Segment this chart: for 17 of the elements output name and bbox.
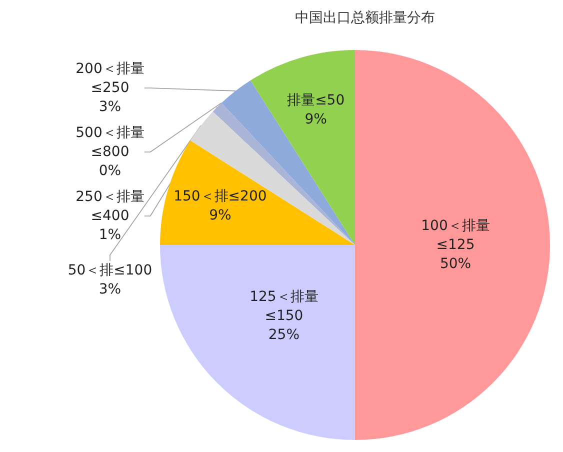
data-label: 3% xyxy=(98,99,122,115)
text: 0% xyxy=(98,163,122,179)
slice-label: 125＜排量≤150 xyxy=(250,289,318,324)
slice-label: 100＜排量≤125 xyxy=(421,218,490,253)
data-label: 9% xyxy=(304,112,327,128)
slice-label: 250＜排量≤400 xyxy=(76,189,144,224)
data-label: 50% xyxy=(440,256,472,272)
slice-label: 排量≤50 xyxy=(287,92,345,109)
category-label: 500＜排量≤800 xyxy=(76,125,144,160)
chart-title: 中国出口总额排量分布 xyxy=(295,10,435,26)
data-label: 1% xyxy=(98,227,122,243)
slice-label: 200＜排量≤250 xyxy=(76,61,144,96)
slice-label: 50＜排≤100 xyxy=(68,262,152,278)
slice-label: 150＜排≤200 xyxy=(174,188,267,204)
data-label: 9% xyxy=(209,207,232,224)
data-label: 25% xyxy=(268,327,300,344)
data-label: 3% xyxy=(98,282,122,298)
